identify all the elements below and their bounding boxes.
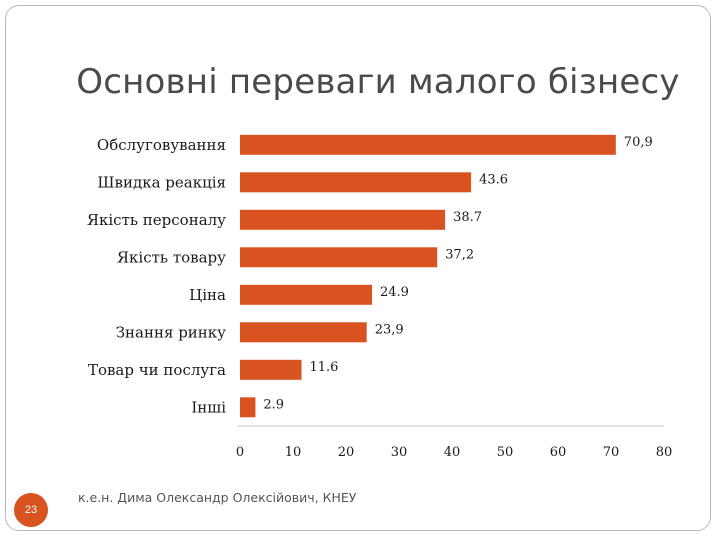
x-tick-label: 60 (550, 445, 567, 460)
x-tick-label: 10 (285, 445, 302, 460)
bar (240, 284, 372, 305)
category-label: Якість товару (117, 248, 226, 266)
value-label: 70,9 (624, 135, 653, 150)
bar (240, 247, 438, 268)
x-tick-label: 0 (236, 445, 244, 460)
x-tick-label: 80 (656, 445, 673, 460)
x-tick-label: 30 (391, 445, 408, 460)
value-label: 2.9 (263, 397, 284, 412)
x-tick-label: 70 (603, 445, 620, 460)
bar (240, 397, 256, 418)
category-label: Швидка реакція (97, 173, 226, 191)
x-tick-label: 20 (338, 445, 355, 460)
category-label: Якість персоналу (87, 211, 226, 229)
x-tick-label: 50 (497, 445, 514, 460)
value-label: 24.9 (380, 285, 409, 300)
bar (240, 172, 472, 193)
category-label: Товар чи послуга (88, 361, 226, 379)
bar (240, 359, 302, 380)
bar (240, 209, 446, 230)
slide-number-badge: 23 (14, 493, 48, 527)
category-label: Обслуговування (97, 136, 226, 154)
footer-author: к.е.н. Дима Олександр Олексійович, КНЕУ (78, 490, 357, 505)
value-label: 37,2 (445, 247, 474, 262)
value-label: 23,9 (375, 322, 404, 337)
category-label: Ціна (189, 286, 226, 304)
slide-title: Основні переваги малого бізнесу (76, 62, 680, 102)
category-label: Інші (191, 398, 226, 416)
bar (240, 134, 616, 155)
value-label: 11.6 (310, 360, 339, 375)
x-tick-label: 40 (444, 445, 461, 460)
slide-frame (5, 5, 711, 531)
category-label: Знання ринку (116, 323, 226, 341)
bar (240, 322, 367, 343)
value-label: 38.7 (453, 210, 482, 225)
value-label: 43.6 (479, 172, 508, 187)
